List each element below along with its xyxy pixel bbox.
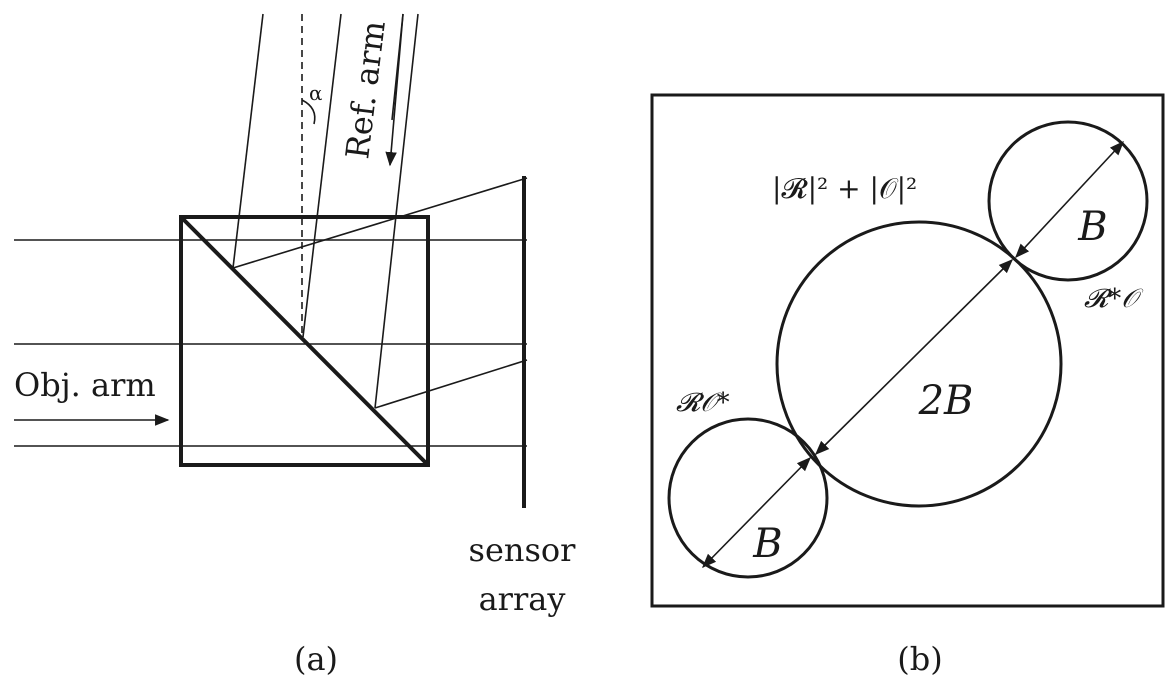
panel-a-setup: α Ref. arm sensor array Obj. arm (a)	[14, 13, 577, 678]
top-bandwidth-label: B	[1077, 204, 1107, 250]
top-twin-circle	[987, 120, 1149, 282]
center-bandwidth-label: 2B	[918, 378, 974, 424]
bottom-twin-circle	[667, 417, 829, 579]
ref-arm-arrow	[385, 13, 404, 167]
reflected-beam-lines	[232, 177, 528, 409]
alpha-label: α	[309, 81, 323, 105]
bottom-twin-label: 𝓡𝒪*	[676, 388, 730, 418]
beam-splitter-diagonal	[179, 215, 430, 467]
sensor-label-line2: array	[479, 580, 566, 618]
dc-term-label: |𝓡|² + |𝒪|²	[772, 172, 917, 205]
sensor-label-line1: sensor	[469, 531, 577, 569]
top-twin-label: 𝓡*𝒪	[1084, 284, 1144, 314]
dc-term-circle	[775, 220, 1063, 508]
top-twin-diameter-arrow	[1015, 140, 1124, 259]
dc-term-diameter-arrow	[814, 258, 1014, 456]
bottom-twin-diameter-arrow	[701, 456, 812, 569]
spectrum-frame	[650, 93, 1165, 608]
beam-splitter-cube	[179, 215, 430, 467]
panel-a-caption: (a)	[294, 640, 338, 678]
alpha-angle-arc	[301, 99, 316, 125]
obj-arm-label: Obj. arm	[14, 366, 156, 404]
bottom-bandwidth-label: B	[752, 521, 782, 567]
panel-b-spectrum: |𝓡|² + |𝒪|² 𝓡*𝒪 𝓡𝒪* 2B B B (b)	[650, 93, 1165, 678]
panel-b-caption: (b)	[897, 640, 942, 678]
ref-arm-label: Ref. arm	[338, 19, 393, 161]
reference-beam-lines	[232, 13, 419, 409]
object-beam-lines	[14, 239, 527, 447]
